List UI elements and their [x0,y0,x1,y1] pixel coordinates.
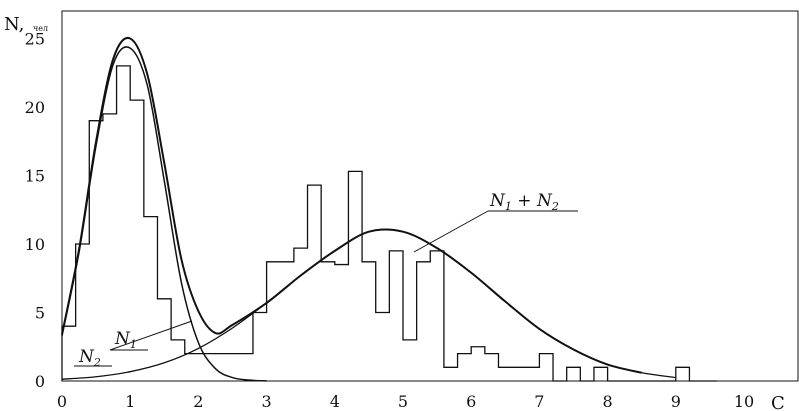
histogram-bin [239,354,253,381]
label-leader-sum [413,210,489,253]
histogram-bin [444,367,458,381]
label-n2: N2 [78,347,101,369]
histogram [61,65,717,382]
x-tick-label: 1 [125,392,135,411]
curve-n1-plus-n2 [61,36,642,374]
histogram-bin [676,367,690,381]
label-sum-sub1: 1 [505,200,512,213]
histogram-bin [308,185,322,381]
y-tick-label: 10 [25,235,45,254]
x-tick-label: 2 [193,392,203,411]
label-sum: N1 + N2 [489,191,559,213]
histogram-bin [417,262,431,381]
x-tick-label: 3 [262,392,272,411]
histogram-bin [471,347,485,381]
label-sum-n2: N [536,191,553,211]
plot-frame [61,10,799,382]
histogram-outline [61,65,717,382]
histogram-bin [403,340,417,381]
histogram-bin [171,340,185,381]
histogram-bin [348,171,362,381]
label-n1-sub: 1 [130,338,137,351]
histogram-bin [389,251,403,381]
histogram-bin [512,367,526,381]
x-tick-label: 5 [398,392,408,411]
x-axis-title: C [771,393,785,411]
y-tick-label: 20 [25,98,45,117]
histogram-bin [485,354,499,381]
y-axis-title: N, [4,14,24,35]
label-n1-main: N [114,329,131,349]
histogram-bin [539,354,553,381]
histogram-bin [185,354,199,381]
histogram-bin [89,121,103,381]
histogram-bin [567,367,581,381]
histogram-bin [458,354,472,381]
x-tick-label: 0 [57,392,67,411]
label-sum-sub2: 2 [551,200,559,213]
label-sum-n1: N [489,191,506,211]
y-tick-label: 15 [25,167,45,186]
histogram-bin [526,367,540,381]
histogram-bin [362,262,376,381]
histogram-bin [144,217,158,381]
histogram-bin [157,299,171,381]
y-axis-unit: чел [33,24,48,33]
y-tick-label: 0 [35,372,45,391]
label-leader-n1 [109,320,193,351]
curves [61,36,676,382]
histogram-bin [430,251,444,381]
x-tick-label: 9 [671,392,681,411]
y-tick-label: 25 [25,30,45,49]
histogram-bin [335,265,349,381]
x-tick-label: 10 [734,392,754,411]
histogram-bin [294,248,308,381]
histogram-bin [253,313,267,382]
histogram-bin [376,313,390,382]
x-tick-label: 6 [466,392,476,411]
label-n2-main: N [78,347,95,367]
curve-n2 [61,228,676,380]
y-tick-label: 5 [35,304,45,323]
curve-labels: N2 N1 N1 + N2 [74,191,578,369]
label-n2-sub: 2 [93,356,101,369]
histogram-bin [594,367,608,381]
label-sum-plus: + [512,191,537,211]
x-tick-label: 4 [330,392,340,411]
histogram-bin [62,326,76,381]
histogram-bin [321,262,335,381]
histogram-bin [498,367,512,381]
x-tick-label: 8 [603,392,613,411]
x-tick-label: 7 [534,392,544,411]
histogram-bin [280,262,294,381]
histogram-bin [267,262,281,381]
tick-labels: 0 1 2 3 4 5 6 7 8 9 10 0 5 10 15 20 25 [25,30,755,411]
plot-border [61,10,799,382]
label-n1: N1 [114,329,137,351]
